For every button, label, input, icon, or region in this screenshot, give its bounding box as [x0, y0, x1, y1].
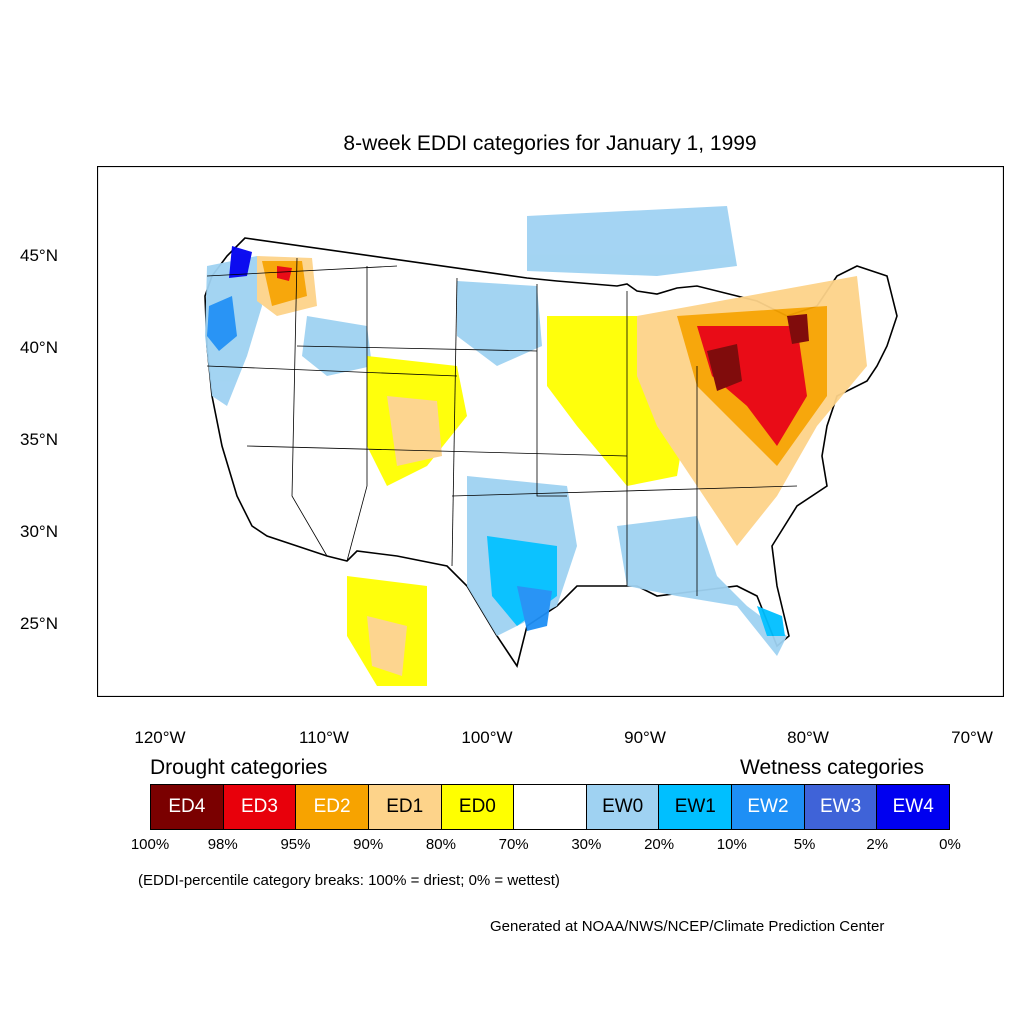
- lon-label-80: 80°W: [787, 728, 829, 747]
- category-note: (EDDI-percentile category breaks: 100% =…: [138, 872, 560, 889]
- legend-break-label: 0%: [939, 836, 961, 853]
- legend-break-label: 70%: [498, 836, 529, 853]
- legend-swatch-ew3: EW3: [804, 785, 878, 829]
- legend-swatch-ew4: EW4: [877, 785, 950, 829]
- legend-swatch-ew1: EW1: [659, 785, 733, 829]
- legend-swatch-ed4: ED4: [151, 785, 224, 829]
- drought-heading: Drought categories: [150, 756, 328, 779]
- state-borders: [206, 257, 798, 596]
- legend-swatch-ed1: ED1: [368, 785, 442, 829]
- legend-break-label: 10%: [716, 836, 747, 853]
- wetness-heading: Wetness categories: [740, 756, 925, 779]
- eddi-map: [97, 166, 1004, 697]
- lon-label-90: 90°W: [624, 728, 666, 747]
- legend-swatch-ed3: ED3: [223, 785, 297, 829]
- legend-break-label: 90%: [353, 836, 384, 853]
- map-frame: [97, 166, 1004, 697]
- legend-swatch-ew2: EW2: [732, 785, 805, 829]
- lat-label-25: 25°N: [20, 614, 58, 633]
- lon-label-100: 100°W: [461, 728, 513, 747]
- credit-line: Generated at NOAA/NWS/NCEP/Climate Predi…: [490, 918, 885, 935]
- map-title: 8-week EDDI categories for January 1, 19…: [343, 132, 757, 155]
- legend-break-label: 95%: [280, 836, 311, 853]
- legend-swatch-ed0: ED0: [441, 785, 515, 829]
- legend-break-label: 5%: [793, 836, 816, 853]
- lat-label-30: 30°N: [20, 522, 58, 541]
- lat-label-45: 45°N: [20, 246, 58, 265]
- lon-label-70: 70°W: [951, 728, 993, 747]
- legend-break-label: 80%: [425, 836, 456, 853]
- legend-break-label: 2%: [866, 836, 889, 853]
- legend-break-label: 30%: [571, 836, 602, 853]
- legend-break-label: 20%: [644, 836, 675, 853]
- legend-swatch-neutral: [514, 785, 587, 829]
- category-patches: [205, 206, 867, 686]
- legend-break-label: 98%: [207, 836, 238, 853]
- category-legend: ED4 ED3 ED2 ED1 ED0 EW0 EW1 EW2 EW3 EW4: [150, 784, 950, 830]
- lon-label-120: 120°W: [134, 728, 186, 747]
- legend-break-label: 100%: [130, 836, 170, 853]
- legend-swatch-ed2: ED2: [296, 785, 369, 829]
- lat-label-40: 40°N: [20, 338, 58, 357]
- lat-label-35: 35°N: [20, 430, 58, 449]
- lon-label-110: 110°W: [299, 728, 349, 747]
- legend-swatch-ew0: EW0: [586, 785, 660, 829]
